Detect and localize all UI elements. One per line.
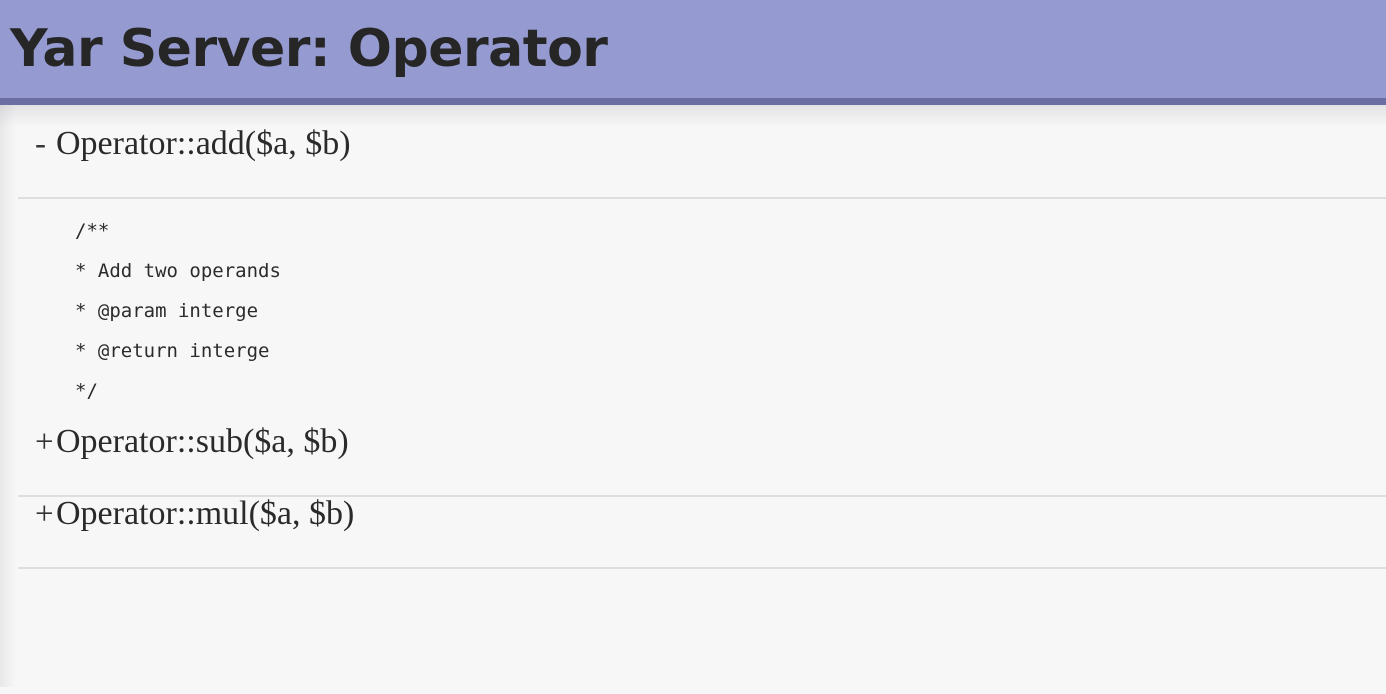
method-signature-sub: Operator::sub($a, $b) (56, 423, 349, 460)
method-entry-mul: + Operator::mul($a, $b) (0, 497, 1386, 569)
method-entry-add: - Operator::add($a, $b) /*** Add two ope… (0, 127, 1386, 425)
method-signature-mul: Operator::mul($a, $b) (56, 495, 355, 532)
code-line: /** (75, 220, 110, 242)
method-signature-add: Operator::add($a, $b) (56, 125, 351, 162)
page-title: Yar Server: Operator (10, 19, 608, 79)
method-docblock-add: /** * Add two operands * @param interge * @… (0, 199, 1386, 425)
code-line: * @return interge (75, 340, 270, 362)
code-line: */ (75, 380, 98, 402)
expand-plus-icon[interactable]: + (35, 496, 54, 532)
method-list: - Operator::add($a, $b) /*** Add two ope… (0, 105, 1386, 569)
row-divider (18, 567, 1386, 569)
collapse-minus-icon[interactable]: - (35, 126, 46, 162)
code-line: * @param interge (75, 300, 259, 322)
method-toggle-sub[interactable]: + Operator::sub($a, $b) (0, 425, 1386, 495)
expand-plus-icon[interactable]: + (35, 424, 54, 460)
method-entry-sub: + Operator::sub($a, $b) (0, 425, 1386, 497)
row-divider (18, 495, 1386, 497)
code-line: * Add two operands (75, 260, 281, 282)
content-area: - Operator::add($a, $b) /*** Add two ope… (0, 105, 1386, 687)
row-divider (18, 197, 1386, 199)
method-toggle-add[interactable]: - Operator::add($a, $b) (0, 127, 1386, 197)
method-toggle-mul[interactable]: + Operator::mul($a, $b) (0, 497, 1386, 567)
app-header: Yar Server: Operator (0, 0, 1386, 105)
